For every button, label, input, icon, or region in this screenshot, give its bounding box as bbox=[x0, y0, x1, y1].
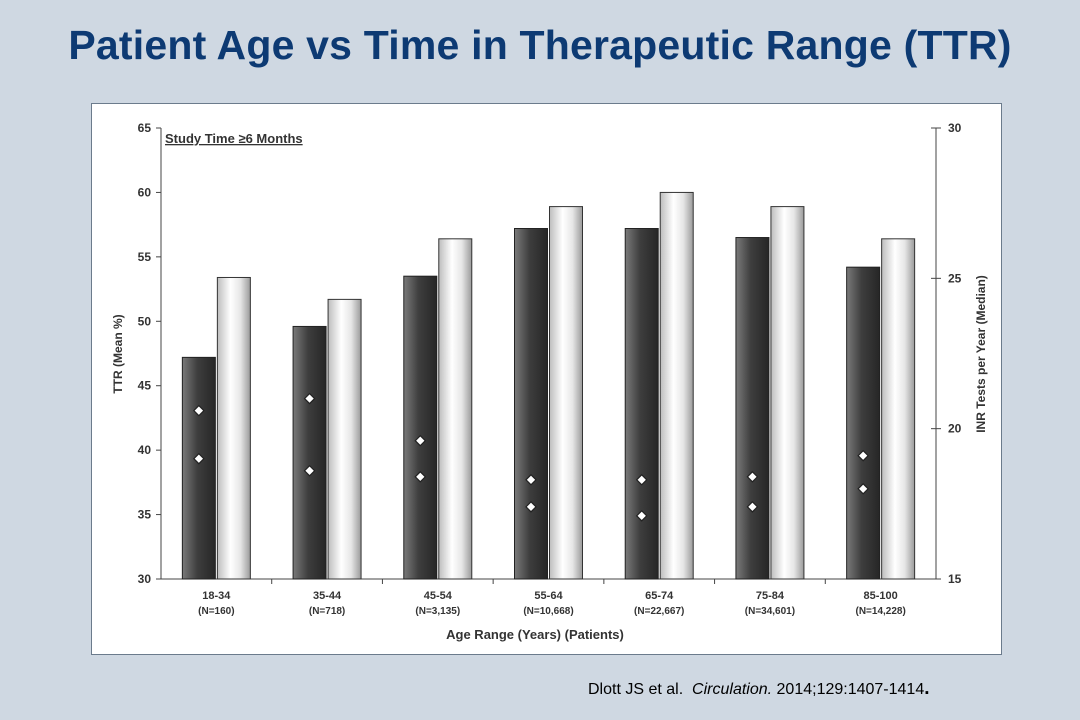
x-tick-label: 18-34 bbox=[202, 590, 231, 602]
bar-dark bbox=[735, 237, 770, 580]
bar-dark bbox=[846, 266, 881, 580]
y2-tick-label: 30 bbox=[948, 121, 962, 135]
bar-light bbox=[438, 238, 473, 580]
x-tick-label: 65-74 bbox=[645, 590, 674, 602]
y2-tick-label: 25 bbox=[948, 271, 962, 285]
bar-dark bbox=[403, 275, 438, 580]
y-tick-label: 45 bbox=[138, 379, 152, 393]
x-tick-label: 85-100 bbox=[864, 590, 898, 602]
diamond-marker bbox=[857, 449, 869, 462]
x-tick-count-label: (N=14,228) bbox=[855, 606, 905, 617]
y2-tick-label: 20 bbox=[948, 422, 962, 436]
y-tick-label: 50 bbox=[138, 314, 152, 328]
diamond-marker bbox=[857, 482, 869, 495]
x-tick-label: 55-64 bbox=[534, 590, 563, 602]
y-tick-label: 30 bbox=[138, 572, 152, 586]
x-tick-count-label: (N=34,601) bbox=[745, 606, 795, 617]
y2-tick-label: 15 bbox=[948, 572, 962, 586]
diamond-marker bbox=[303, 392, 316, 405]
diamond-marker bbox=[303, 464, 316, 477]
x-axis-label: Age Range (Years) (Patients) bbox=[446, 627, 624, 642]
diamond-marker bbox=[525, 500, 537, 513]
y-axis-label: TTR (Mean %) bbox=[111, 314, 125, 393]
chart-frame: 30 35 40 45 50 55 60 65 15 20 25 30 18-34 (N=160) 35-4… bbox=[91, 103, 1002, 655]
diamond-marker bbox=[635, 510, 648, 522]
bar-light bbox=[770, 206, 805, 580]
diamond-marker bbox=[414, 470, 427, 483]
diamond-marker bbox=[193, 452, 205, 465]
citation: Dlott JS et al. Circulation. 2014;129:14… bbox=[588, 678, 930, 700]
diamond-marker bbox=[193, 404, 205, 417]
bar-light bbox=[216, 276, 251, 580]
bar-light bbox=[881, 238, 916, 580]
x-tick-count-label: (N=718) bbox=[309, 606, 345, 617]
x-tick-count-label: (N=160) bbox=[198, 606, 234, 617]
y-tick-label: 60 bbox=[138, 185, 152, 199]
diamond-marker bbox=[414, 434, 427, 447]
citation-details: 2014;129:1407-1414 bbox=[776, 681, 925, 698]
x-tick-count-label: (N=22,667) bbox=[634, 606, 684, 617]
bar-light bbox=[659, 191, 694, 580]
y-tick-label: 40 bbox=[138, 443, 152, 457]
x-tick-label: 75-84 bbox=[756, 590, 785, 602]
x-tick-count-label: (N=10,668) bbox=[523, 606, 573, 617]
bar-dark bbox=[181, 356, 216, 580]
x-tick-label: 45-54 bbox=[424, 590, 453, 602]
y2-axis-label: INR Tests per Year (Median) bbox=[974, 275, 988, 433]
bar-light bbox=[327, 298, 362, 580]
y-tick-label: 55 bbox=[138, 250, 152, 264]
citation-end: . bbox=[924, 678, 930, 699]
x-tick-count-label: (N=3,135) bbox=[415, 606, 460, 617]
ttr-chart: 30 35 40 45 50 55 60 65 15 20 25 30 18-34 (N=160) 35-4… bbox=[111, 121, 988, 642]
diamond-marker bbox=[746, 500, 759, 513]
citation-journal: Circulation. bbox=[692, 681, 773, 698]
diamond-marker bbox=[525, 473, 537, 486]
slide-title: Patient Age vs Time in Therapeutic Range… bbox=[68, 22, 1012, 68]
y-tick-label: 65 bbox=[138, 121, 152, 135]
plot-layer: 30 35 40 45 50 55 60 65 15 20 25 30 18-34 (N=160) 35-4… bbox=[138, 121, 962, 617]
x-tick-label: 35-44 bbox=[313, 590, 342, 602]
bar-dark bbox=[624, 228, 659, 580]
diamond-marker bbox=[746, 470, 759, 483]
diamond-marker bbox=[635, 473, 648, 486]
bar-light bbox=[549, 206, 583, 580]
bar-dark bbox=[292, 325, 327, 580]
y-tick-label: 35 bbox=[138, 508, 152, 522]
study-time-annotation: Study Time ≥6 Months bbox=[165, 131, 303, 146]
bar-dark bbox=[514, 228, 548, 580]
citation-authors: Dlott JS et al. bbox=[588, 681, 684, 698]
